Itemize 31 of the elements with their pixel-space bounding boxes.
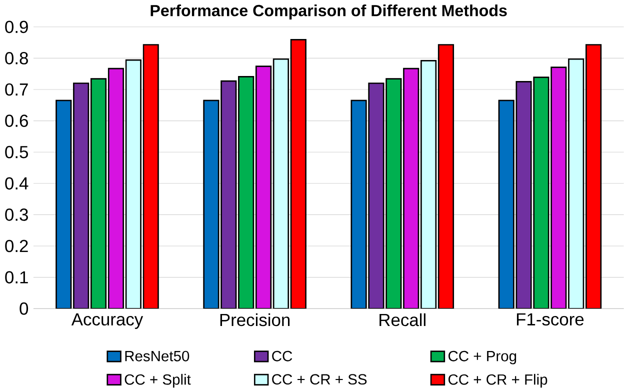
- x-tick-label: Precision: [220, 313, 290, 326]
- y-tick-label: 0.6: [5, 114, 28, 127]
- y-tick-label: 0: [20, 302, 28, 315]
- legend-label: CC + CR + SS: [272, 374, 367, 385]
- y-tick-label: 0.1: [5, 271, 28, 284]
- x-tick-label: Accuracy: [71, 313, 144, 329]
- legend-label: CC + CR + Flip: [448, 374, 548, 388]
- x-tick-label: F1-score: [516, 313, 584, 326]
- x-tick-label: Recall: [380, 313, 426, 326]
- bar: [403, 68, 420, 309]
- bar: [368, 82, 384, 309]
- bar: [516, 81, 532, 309]
- chart-title: Performance Comparison of Different Methods: [150, 4, 507, 20]
- bar: [203, 100, 220, 309]
- y-tick-label: 0.5: [5, 146, 28, 158]
- bar: [56, 100, 72, 309]
- y-tick-label: 0.7: [5, 83, 28, 96]
- legend-label: CC + Prog: [448, 350, 516, 364]
- bar: [350, 100, 367, 309]
- bar: [550, 66, 567, 309]
- bar: [498, 100, 514, 309]
- y-tick-label: 0.2: [5, 240, 28, 252]
- y-tick-label: 0.8: [5, 52, 28, 64]
- legend-label: CC + Split: [124, 374, 191, 388]
- bar: [73, 82, 90, 309]
- bar: [220, 80, 237, 309]
- y-tick-label: 0.9: [5, 20, 28, 34]
- legend-label: ResNet50: [125, 350, 190, 362]
- legend-label: CC: [272, 350, 292, 362]
- y-tick-label: 0.3: [5, 208, 28, 221]
- y-tick-label: 0.4: [5, 177, 28, 190]
